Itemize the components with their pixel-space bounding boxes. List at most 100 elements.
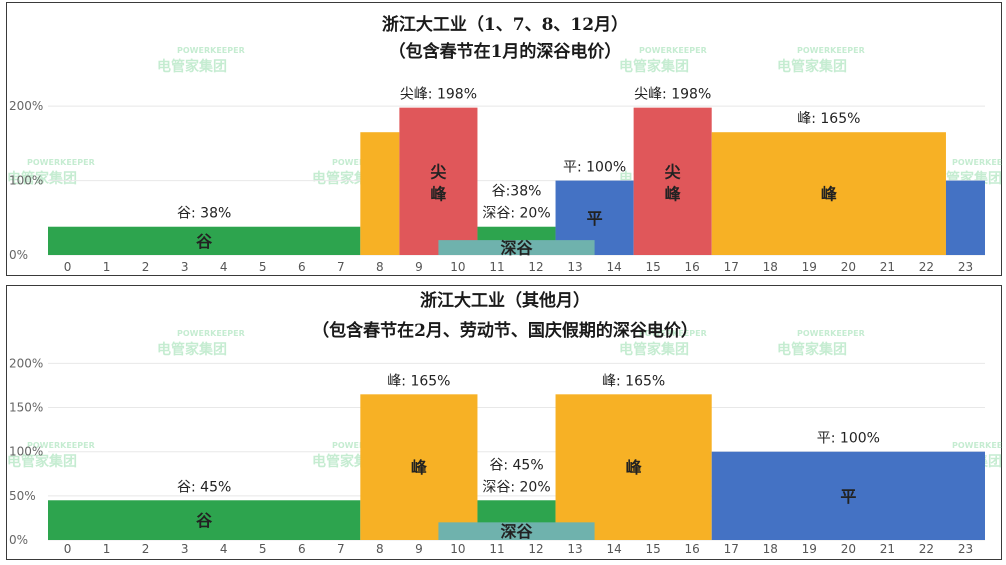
x-tick-label: 9 [415, 542, 423, 556]
bar-sharp-peak [633, 107, 712, 256]
watermark-brand: POWERKEEPER [27, 441, 95, 450]
bar-value-label: 平: 100% [817, 431, 880, 447]
watermark-brand: POWERKEEPER [797, 329, 865, 338]
x-tick-label: 15 [646, 542, 661, 556]
bar-inner-label-line: 尖 [665, 162, 681, 181]
x-tick-label: 23 [958, 260, 973, 274]
bar-inner-label-line: 峰 [626, 458, 643, 477]
x-tick-label: 6 [298, 260, 306, 274]
watermark: POWERKEEPER 电管家集团 [777, 329, 865, 358]
x-tick-label: 2 [142, 542, 150, 556]
watermark: POWERKEEPER 电管家集团 [7, 158, 95, 187]
x-tick-label: 1 [103, 542, 111, 556]
watermark-brand: POWERKEEPER [639, 329, 707, 338]
bar-inner-label-line: 平 [840, 487, 856, 506]
x-tick-label: 16 [685, 542, 700, 556]
bar-value-label: 谷: 38% [177, 206, 231, 222]
watermark: POWERKEEPER 电管家集团 [157, 46, 245, 75]
x-tick-label: 2 [142, 260, 150, 274]
watermark-name: 电管家集团 [619, 341, 689, 358]
bar-value-label: 谷:38% [492, 184, 542, 200]
watermark-name: 电管家集团 [619, 58, 689, 75]
chart-title: 浙江大工业（1、7、8、12月） [382, 14, 628, 35]
bar-inner-label-line: 尖 [430, 162, 446, 181]
bar-value-label: 谷: 45% [177, 479, 231, 495]
bar-deep-valley [438, 240, 595, 255]
x-tick-label: 22 [919, 542, 934, 556]
x-tick-label: 4 [220, 542, 228, 556]
bar-inner-label: 峰 [626, 458, 643, 477]
x-tick-label: 7 [337, 260, 345, 274]
bar-flat [945, 180, 985, 255]
watermark-brand: POWERKEEPER [27, 158, 95, 167]
x-tick-label: 10 [450, 260, 465, 274]
watermark: POWERKEEPER 电管家集团 [157, 329, 245, 358]
bar-inner-label-line: 峰 [821, 185, 838, 204]
bar-inner-label-line: 峰 [411, 458, 428, 477]
deep-valley-inner-label: 深谷 [500, 239, 533, 258]
x-tick-label: 16 [685, 260, 700, 274]
x-tick-label: 5 [259, 542, 267, 556]
watermark-brand: POWERKEEPER [952, 441, 1003, 450]
bar-value-label: 谷: 45% [489, 457, 543, 473]
y-tick-label: 200% [9, 99, 43, 113]
y-tick-label: 200% [9, 356, 43, 370]
watermark-name: 电管家集团 [777, 341, 847, 358]
x-tick-label: 10 [450, 542, 465, 556]
x-tick-label: 20 [841, 542, 856, 556]
x-tick-label: 6 [298, 542, 306, 556]
x-tick-label: 22 [919, 260, 934, 274]
bar-valley [48, 500, 361, 540]
watermark: POWERKEEPER 电管家集团 [619, 329, 707, 358]
x-tick-label: 4 [220, 260, 228, 274]
bar-inner-label: 尖峰 [665, 162, 682, 203]
bar-inner-label: 峰 [411, 458, 428, 477]
x-tick-label: 17 [724, 260, 739, 274]
watermark-name: 电管家集团 [157, 341, 227, 358]
x-tick-label: 8 [376, 542, 384, 556]
x-tick-label: 12 [528, 260, 543, 274]
chart-title: 浙江大工业（其他月） [420, 290, 590, 311]
bar-inner-label: 平 [840, 487, 856, 506]
y-tick-label: 50% [9, 489, 36, 503]
x-tick-label: 19 [802, 260, 817, 274]
deep-valley-inner-label: 深谷 [500, 522, 533, 541]
chart-subtitle: （包含春节在1月的深谷电价） [389, 41, 622, 62]
watermark-name: 电管家集团 [7, 170, 77, 187]
chart-subtitle: （包含春节在2月、劳动节、国庆假期的深谷电价） [312, 320, 698, 341]
bar-inner-label-line: 峰 [430, 184, 447, 203]
bar-flat [711, 451, 985, 540]
x-tick-label: 13 [567, 542, 582, 556]
bar-inner-label: 峰 [821, 185, 838, 204]
bar-inner-label: 尖峰 [430, 162, 447, 203]
x-tick-label: 1 [103, 260, 111, 274]
x-tick-label: 19 [802, 542, 817, 556]
watermark-brand: POWERKEEPER [952, 158, 1003, 167]
bar-value-label: 尖峰: 198% [400, 87, 477, 103]
bar-value-label: 峰: 165% [602, 373, 665, 389]
watermark-brand: POWERKEEPER [797, 46, 865, 55]
bar-peak [711, 132, 946, 255]
bar-peak [360, 132, 400, 255]
chart-2-svg: POWERKEEPER 电管家集团 POWERKEEPER 电管家集团 POWERKEE… [7, 290, 1003, 556]
x-tick-label: 15 [646, 260, 661, 274]
bar-value-label: 平: 100% [563, 160, 626, 176]
watermark: POWERKEEPER 电管家集团 [7, 441, 95, 470]
watermark-name: 电管家集团 [7, 453, 77, 470]
bar-inner-label-line: 峰 [665, 184, 682, 203]
bar-peak [360, 394, 478, 540]
watermark-brand: POWERKEEPER [639, 46, 707, 55]
x-tick-label: 14 [606, 542, 621, 556]
bar-inner-label-line: 谷 [196, 511, 213, 530]
x-tick-label: 3 [181, 542, 189, 556]
bar-sharp-peak [399, 107, 478, 256]
x-tick-label: 7 [337, 542, 345, 556]
bar-inner-label-line: 平 [587, 209, 603, 228]
deep-valley-value-label: 深谷: 20% [482, 206, 550, 222]
x-tick-label: 20 [841, 260, 856, 274]
x-tick-label: 0 [64, 260, 72, 274]
x-tick-label: 11 [489, 260, 504, 274]
bar-inner-label: 谷 [196, 232, 213, 251]
watermark: POWERKEEPER 电管家集团 [619, 46, 707, 75]
bar-value-label: 峰: 165% [797, 111, 860, 127]
